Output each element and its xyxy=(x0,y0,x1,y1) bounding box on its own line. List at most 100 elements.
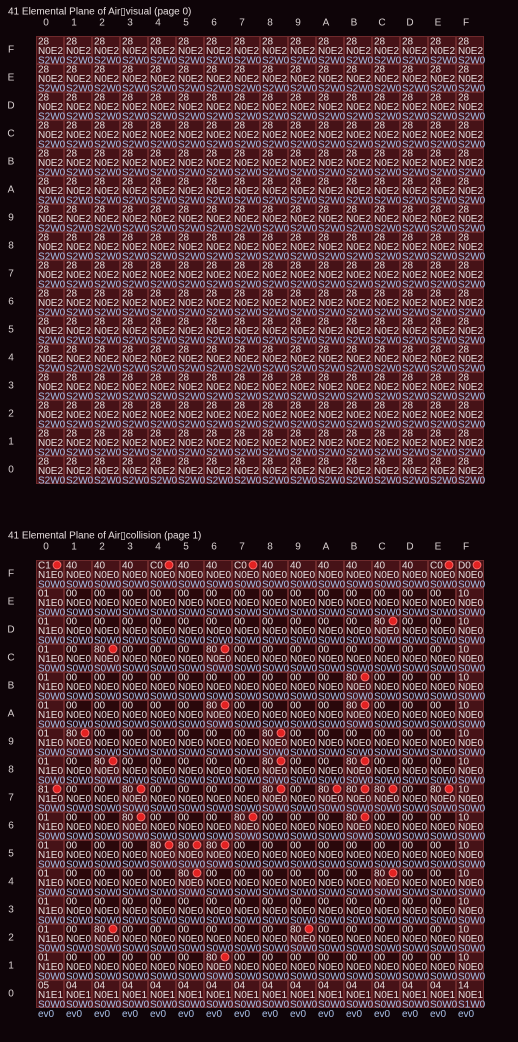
cell-south-west: S0W0 xyxy=(150,832,178,843)
cell-value: 80 xyxy=(346,813,358,824)
cell-south-west: S2W0 xyxy=(290,280,318,291)
cell-south-west: S0W0 xyxy=(374,720,402,731)
cell-south-west: S2W0 xyxy=(150,420,178,431)
cell-value: 28 xyxy=(374,205,386,216)
cell xyxy=(176,232,204,260)
flag-dot xyxy=(220,644,230,654)
cell-value: 28 xyxy=(122,401,134,412)
cell-south-west: S0W0 xyxy=(290,804,318,815)
cell-south-west: S2W0 xyxy=(178,112,206,123)
cell-value: 40 xyxy=(94,561,106,572)
row-label: A xyxy=(8,185,15,196)
cell xyxy=(428,756,456,784)
column-label: 2 xyxy=(99,542,105,553)
cell-value: 00 xyxy=(430,729,442,740)
cell xyxy=(36,456,64,484)
cell-south-west: S2W0 xyxy=(234,112,262,123)
cell xyxy=(372,232,400,260)
cell-north-east: N0E2 xyxy=(374,186,399,197)
cell xyxy=(92,204,120,232)
cell-south-west: S2W0 xyxy=(178,336,206,347)
cell-north-east: N0E2 xyxy=(262,438,287,449)
cell xyxy=(232,560,260,588)
cell-north-east: N0E0 xyxy=(234,766,259,777)
cell-north-east: N0E0 xyxy=(66,794,91,805)
cell xyxy=(456,176,484,204)
cell-north-east: N0E2 xyxy=(38,298,63,309)
cell-south-west: S0W0 xyxy=(38,608,66,619)
cell-value: 28 xyxy=(290,289,302,300)
cell-value: 28 xyxy=(346,345,358,356)
cell-value: 00 xyxy=(430,589,442,600)
cell-value: 28 xyxy=(66,177,78,188)
cell-south-west: S2W0 xyxy=(346,448,374,459)
cell xyxy=(260,64,288,92)
cell-value: 00 xyxy=(402,617,414,628)
cell-south-west: S2W0 xyxy=(402,140,430,151)
cell-value: 00 xyxy=(66,813,78,824)
cell-north-east: N0E0 xyxy=(178,794,203,805)
cell-value: 80 xyxy=(122,813,134,824)
cell xyxy=(120,616,148,644)
cell xyxy=(316,120,344,148)
cell-south-west: S2W0 xyxy=(94,280,122,291)
cell-south-west: S0W0 xyxy=(318,664,346,675)
cell-value: 00 xyxy=(122,757,134,768)
cell-value: 28 xyxy=(346,177,358,188)
column-label: D xyxy=(406,18,413,29)
cell xyxy=(428,92,456,120)
cell xyxy=(456,204,484,232)
column-label: 4 xyxy=(155,18,161,29)
cell xyxy=(64,428,92,456)
flag-dot xyxy=(360,812,370,822)
cell-south-west: S2W0 xyxy=(206,84,234,95)
cell-value: 28 xyxy=(122,261,134,272)
cell-north-east: N0E2 xyxy=(66,214,91,225)
cell-south-west: S2W0 xyxy=(206,476,234,487)
cell-north-east: N0E2 xyxy=(374,242,399,253)
cell xyxy=(372,204,400,232)
cell-value: 00 xyxy=(346,617,358,628)
cell-south-west: S2W0 xyxy=(262,196,290,207)
cell-value: 28 xyxy=(402,373,414,384)
cell-north-east: N0E2 xyxy=(430,382,455,393)
cell xyxy=(260,644,288,672)
cell-south-west: S2W0 xyxy=(94,56,122,67)
cell-north-east: N0E0 xyxy=(178,682,203,693)
cell-value: 28 xyxy=(402,149,414,160)
cell xyxy=(64,812,92,840)
cell-value: 28 xyxy=(290,261,302,272)
cell-north-east: N0E0 xyxy=(430,766,455,777)
cell xyxy=(344,316,372,344)
cell-south-west: S2W0 xyxy=(290,56,318,67)
cell-value: 00 xyxy=(122,617,134,628)
cell-north-east: N0E0 xyxy=(262,654,287,665)
cell-north-east: N0E0 xyxy=(234,738,259,749)
row-label: 2 xyxy=(8,933,14,944)
cell xyxy=(176,36,204,64)
column-label: 0 xyxy=(43,18,49,29)
cell-north-east: N0E2 xyxy=(234,410,259,421)
cell-south-west: S0W0 xyxy=(402,748,430,759)
cell-value: 00 xyxy=(66,673,78,684)
cell xyxy=(260,36,288,64)
cell-north-east: N0E2 xyxy=(150,186,175,197)
cell-value: 28 xyxy=(38,345,50,356)
cell-north-east: N0E0 xyxy=(430,570,455,581)
cell-south-west: S0W0 xyxy=(66,664,94,675)
cell-value: 00 xyxy=(402,645,414,656)
cell-south-west: S2W0 xyxy=(206,196,234,207)
cell xyxy=(176,288,204,316)
cell-north-east: N0E2 xyxy=(430,102,455,113)
cell xyxy=(176,260,204,288)
cell-south-west: S0W0 xyxy=(430,692,458,703)
cell-value: 28 xyxy=(346,149,358,160)
cell-south-west: S2W0 xyxy=(206,140,234,151)
cell-south-west: S2W0 xyxy=(178,84,206,95)
cell-north-east: N0E2 xyxy=(262,130,287,141)
cell-value: 00 xyxy=(262,617,274,628)
cell xyxy=(36,64,64,92)
cell-north-east: N0E2 xyxy=(346,410,371,421)
cell-north-east: N0E2 xyxy=(290,186,315,197)
cell-value: 00 xyxy=(206,617,218,628)
